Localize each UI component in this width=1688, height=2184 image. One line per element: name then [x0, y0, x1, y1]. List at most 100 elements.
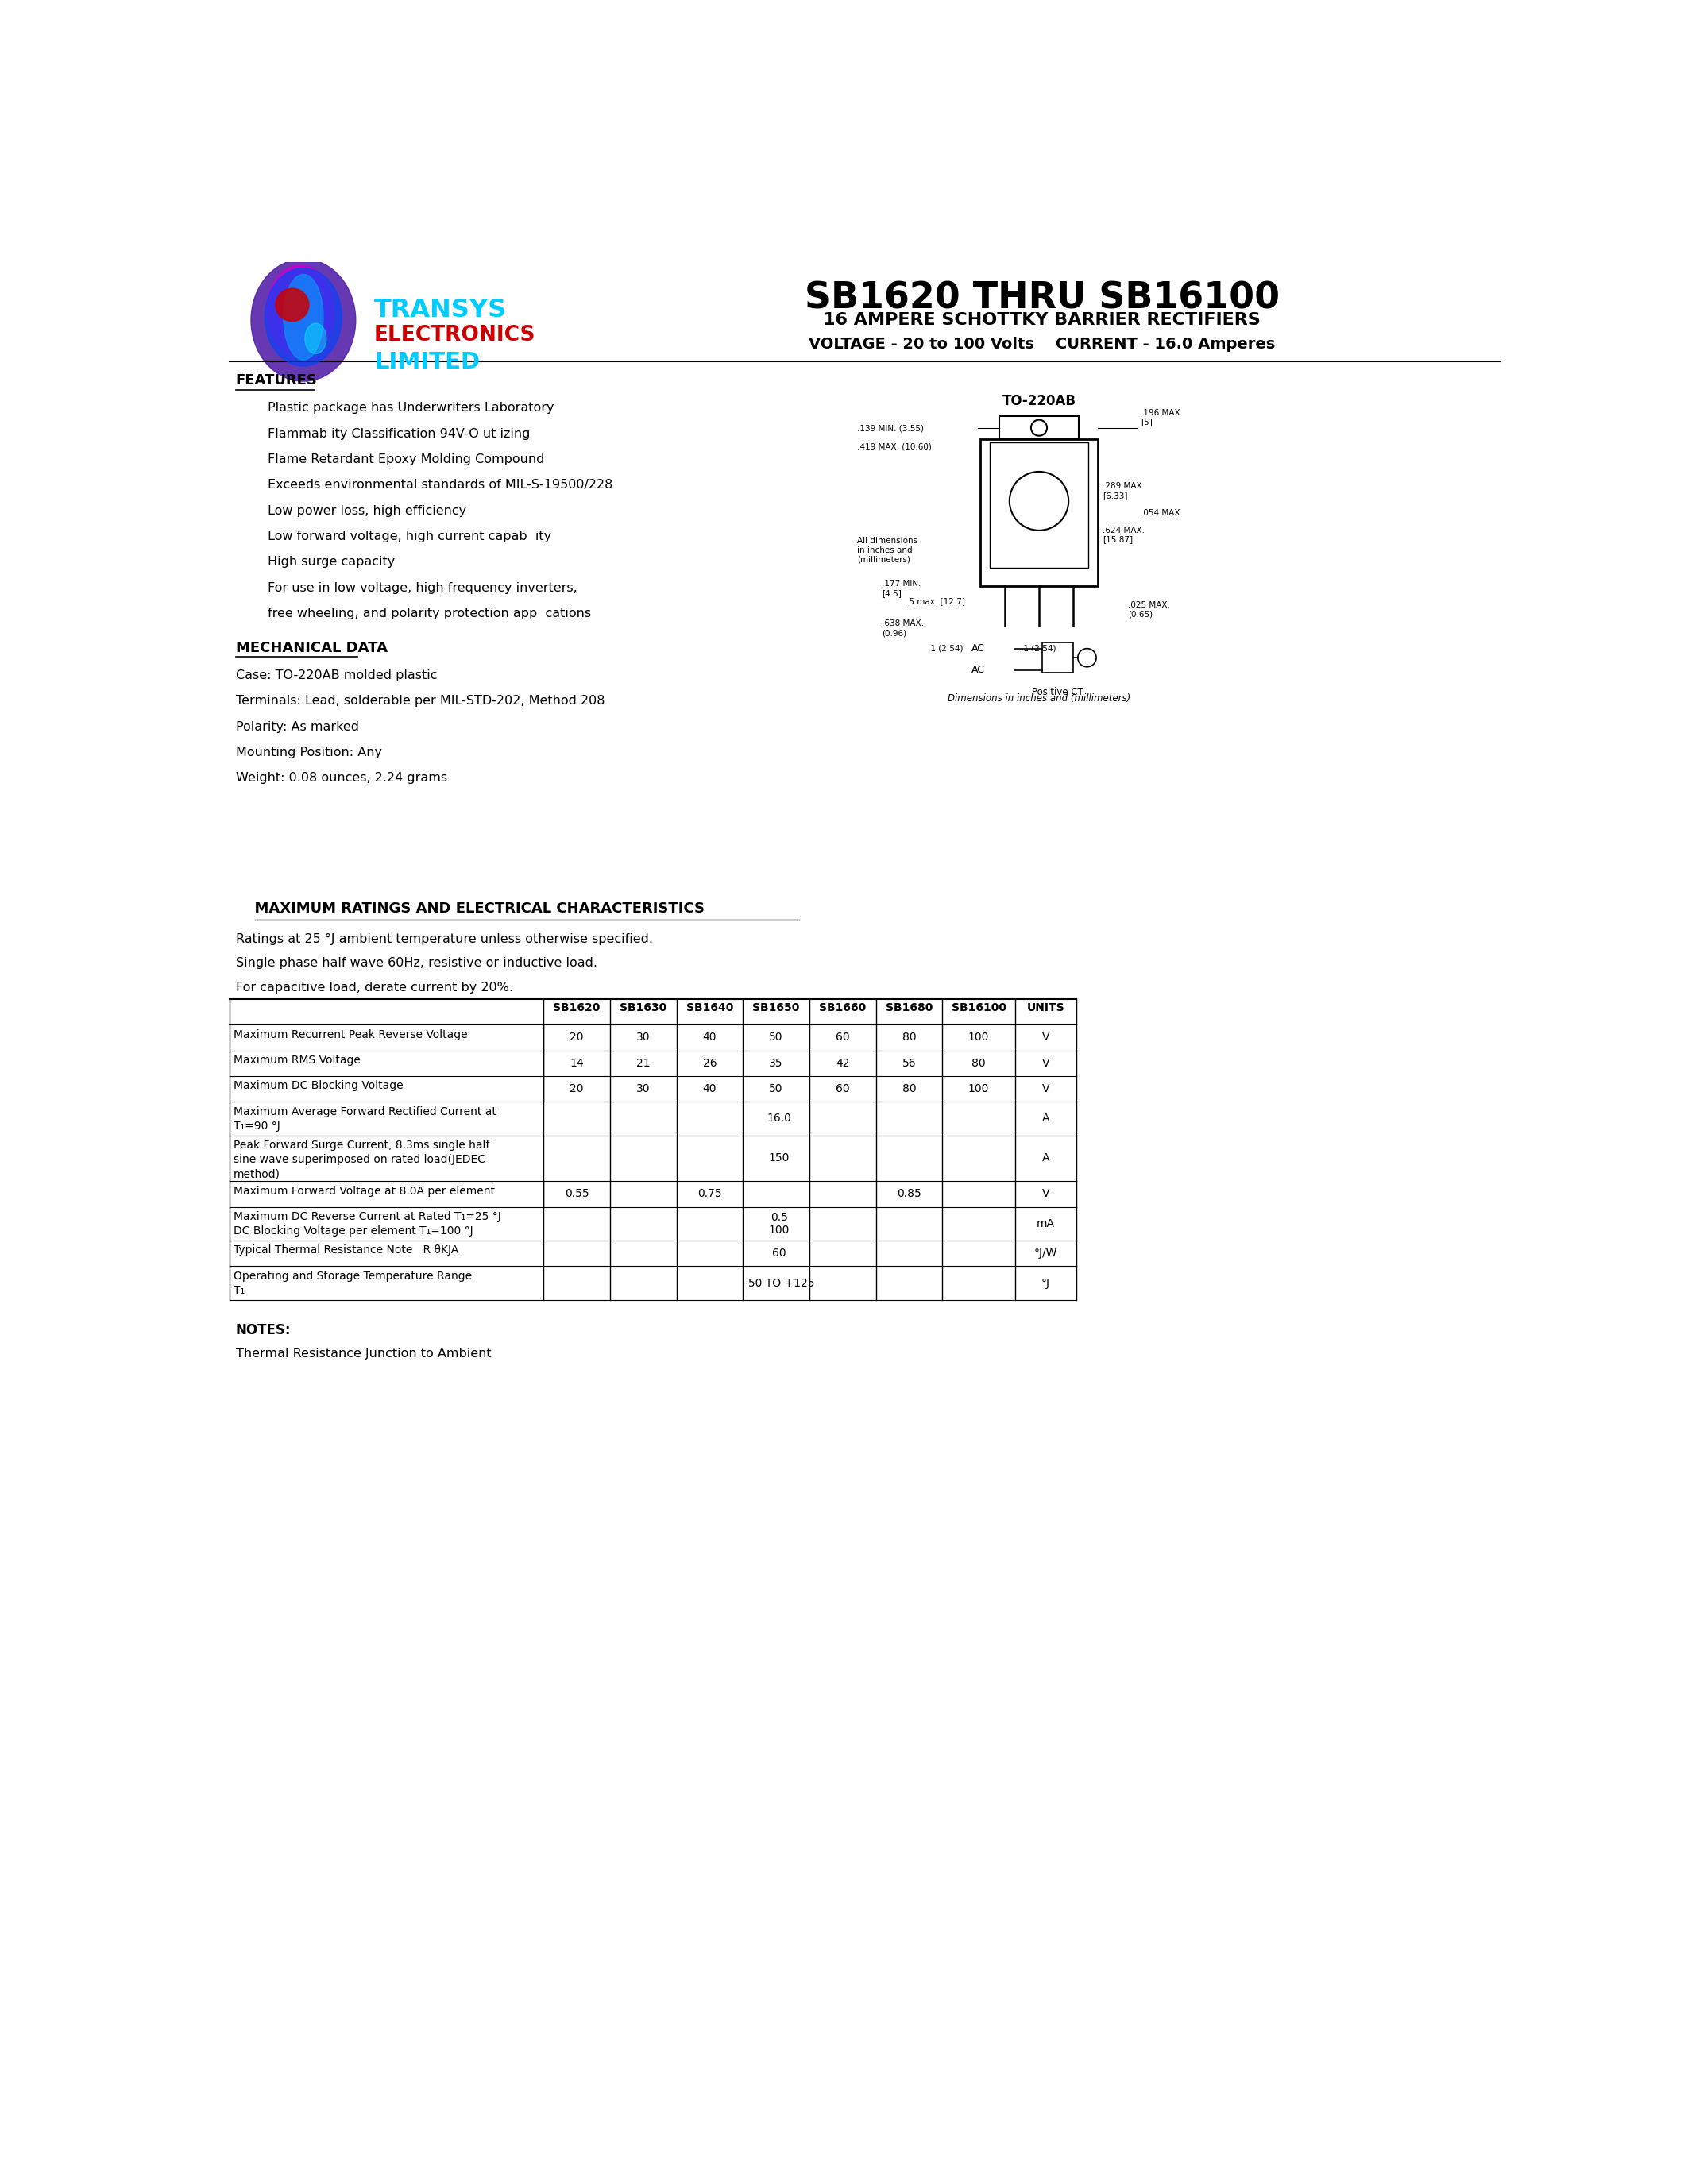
Text: .139 MIN. (3.55): .139 MIN. (3.55)	[858, 424, 923, 432]
Text: Peak Forward Surge Current, 8.3ms single half
sine wave superimposed on rated lo: Peak Forward Surge Current, 8.3ms single…	[233, 1140, 490, 1179]
Text: .5 max. [12.7]: .5 max. [12.7]	[906, 596, 966, 605]
Bar	[989, 443, 1089, 568]
Text: 60: 60	[836, 1083, 849, 1094]
Text: 21: 21	[636, 1057, 650, 1068]
Ellipse shape	[306, 323, 326, 354]
Text: .177 MIN.
[4.5]: .177 MIN. [4.5]	[883, 581, 922, 596]
Text: Maximum Forward Voltage at 8.0A per element: Maximum Forward Voltage at 8.0A per elem…	[233, 1186, 495, 1197]
Text: -50 TO +125: -50 TO +125	[744, 1278, 814, 1289]
Text: Single phase half wave 60Hz, resistive or inductive load.: Single phase half wave 60Hz, resistive o…	[236, 957, 598, 970]
Ellipse shape	[267, 264, 334, 356]
Text: .289 MAX.
[6.33]: .289 MAX. [6.33]	[1102, 483, 1144, 500]
Text: V: V	[1041, 1057, 1050, 1068]
Text: 35: 35	[770, 1057, 783, 1068]
Text: 30: 30	[636, 1031, 650, 1044]
Text: SB16100: SB16100	[952, 1002, 1006, 1013]
Text: 0.75: 0.75	[697, 1188, 722, 1199]
Text: 80: 80	[901, 1031, 917, 1044]
Text: 16 AMPERE SCHOTTKY BARRIER RECTIFIERS: 16 AMPERE SCHOTTKY BARRIER RECTIFIERS	[824, 312, 1261, 328]
Text: 14: 14	[569, 1057, 584, 1068]
Text: °J: °J	[1041, 1278, 1050, 1289]
Text: TO-220AB: TO-220AB	[1003, 393, 1075, 408]
Text: SB1620: SB1620	[554, 1002, 601, 1013]
Text: SB1680: SB1680	[886, 1002, 933, 1013]
Text: 26: 26	[702, 1057, 717, 1068]
Text: Mounting Position: Any: Mounting Position: Any	[236, 747, 381, 758]
Text: LIMITED: LIMITED	[375, 352, 479, 373]
Text: 100: 100	[969, 1083, 989, 1094]
Text: 40: 40	[702, 1031, 717, 1044]
Text: UNITS: UNITS	[1026, 1002, 1065, 1013]
Text: 80: 80	[972, 1057, 986, 1068]
Text: 100: 100	[969, 1031, 989, 1044]
Text: Maximum Recurrent Peak Reverse Voltage: Maximum Recurrent Peak Reverse Voltage	[233, 1029, 468, 1040]
Text: V: V	[1041, 1188, 1050, 1199]
Text: Dimensions in inches and (millimeters): Dimensions in inches and (millimeters)	[947, 692, 1131, 703]
Text: 20: 20	[571, 1031, 584, 1044]
Text: All dimensions
in inches and
(millimeters): All dimensions in inches and (millimeter…	[858, 537, 918, 563]
Text: .638 MAX.
(0.96): .638 MAX. (0.96)	[883, 620, 923, 638]
Text: 0.5
100: 0.5 100	[768, 1212, 790, 1236]
Text: For use in low voltage, high frequency inverters,: For use in low voltage, high frequency i…	[268, 581, 577, 594]
Text: V: V	[1041, 1031, 1050, 1044]
Text: 60: 60	[771, 1247, 787, 1258]
Text: Maximum RMS Voltage: Maximum RMS Voltage	[233, 1055, 360, 1066]
Text: 150: 150	[768, 1153, 790, 1164]
Text: 40: 40	[702, 1083, 717, 1094]
Text: 56: 56	[901, 1057, 917, 1068]
Text: Flammab ity Classification 94V-O ut izing: Flammab ity Classification 94V-O ut izin…	[268, 428, 530, 439]
Bar	[1041, 642, 1074, 673]
Text: Operating and Storage Temperature Range
T₁: Operating and Storage Temperature Range …	[233, 1271, 471, 1297]
Text: .025 MAX.
(0.65): .025 MAX. (0.65)	[1128, 601, 1170, 618]
Text: 0.85: 0.85	[896, 1188, 922, 1199]
Text: .196 MAX.
[5]: .196 MAX. [5]	[1141, 408, 1183, 426]
Text: A: A	[1041, 1153, 1050, 1164]
Bar	[981, 439, 1097, 585]
Text: Case: TO-220AB molded plastic: Case: TO-220AB molded plastic	[236, 668, 437, 681]
Text: SB1630: SB1630	[619, 1002, 667, 1013]
Text: MAXIMUM RATINGS AND ELECTRICAL CHARACTERISTICS: MAXIMUM RATINGS AND ELECTRICAL CHARACTER…	[245, 902, 706, 915]
Text: Maximum DC Reverse Current at Rated T₁=25 °J
DC Blocking Voltage per element T₁=: Maximum DC Reverse Current at Rated T₁=2…	[233, 1212, 501, 1236]
Text: 80: 80	[901, 1083, 917, 1094]
Text: Plastic package has Underwriters Laboratory: Plastic package has Underwriters Laborat…	[268, 402, 554, 415]
Text: 50: 50	[770, 1083, 783, 1094]
Text: SB1650: SB1650	[753, 1002, 800, 1013]
Text: 0.55: 0.55	[564, 1188, 589, 1199]
Text: SB1660: SB1660	[819, 1002, 866, 1013]
Text: 16.0: 16.0	[766, 1114, 792, 1125]
Text: 20: 20	[571, 1083, 584, 1094]
Circle shape	[275, 288, 309, 321]
Text: VOLTAGE - 20 to 100 Volts    CURRENT - 16.0 Amperes: VOLTAGE - 20 to 100 Volts CURRENT - 16.0…	[809, 336, 1276, 352]
Text: TRANSYS: TRANSYS	[375, 297, 506, 323]
Text: 30: 30	[636, 1083, 650, 1094]
Ellipse shape	[252, 260, 356, 382]
Text: Low forward voltage, high current capab  ity: Low forward voltage, high current capab …	[268, 531, 552, 542]
Text: AC: AC	[971, 644, 984, 653]
Ellipse shape	[265, 269, 341, 367]
Text: mA: mA	[1036, 1219, 1055, 1230]
Text: FEATURES: FEATURES	[236, 373, 317, 389]
Text: SB1620 THRU SB16100: SB1620 THRU SB16100	[805, 280, 1280, 317]
Text: Typical Thermal Resistance Note   R θKJA: Typical Thermal Resistance Note R θKJA	[233, 1245, 457, 1256]
Text: ELECTRONICS: ELECTRONICS	[375, 325, 535, 345]
Bar	[999, 417, 1079, 439]
Text: 50: 50	[770, 1031, 783, 1044]
Text: SB1640: SB1640	[685, 1002, 733, 1013]
Text: MECHANICAL DATA: MECHANICAL DATA	[236, 640, 387, 655]
Text: Maximum Average Forward Rectified Current at
T₁=90 °J: Maximum Average Forward Rectified Curren…	[233, 1105, 496, 1131]
Text: Thermal Resistance Junction to Ambient: Thermal Resistance Junction to Ambient	[236, 1348, 491, 1358]
Text: NOTES:: NOTES:	[236, 1324, 290, 1337]
Text: .624 MAX.
[15.87]: .624 MAX. [15.87]	[1102, 526, 1144, 544]
Text: .1 (2.54): .1 (2.54)	[928, 644, 964, 653]
Ellipse shape	[284, 275, 324, 360]
Text: 42: 42	[836, 1057, 849, 1068]
Text: Exceeds environmental standards of MIL-S-19500/228: Exceeds environmental standards of MIL-S…	[268, 478, 613, 491]
Text: V: V	[1041, 1083, 1050, 1094]
Text: free wheeling, and polarity protection app  cations: free wheeling, and polarity protection a…	[268, 607, 591, 620]
Text: Ratings at 25 °J ambient temperature unless otherwise specified.: Ratings at 25 °J ambient temperature unl…	[236, 933, 653, 946]
Text: AC: AC	[971, 664, 984, 675]
Text: Low power loss, high efficiency: Low power loss, high efficiency	[268, 505, 466, 518]
Text: .054 MAX.: .054 MAX.	[1141, 509, 1183, 518]
Text: .419 MAX. (10.60): .419 MAX. (10.60)	[858, 443, 932, 450]
Text: Polarity: As marked: Polarity: As marked	[236, 721, 360, 732]
